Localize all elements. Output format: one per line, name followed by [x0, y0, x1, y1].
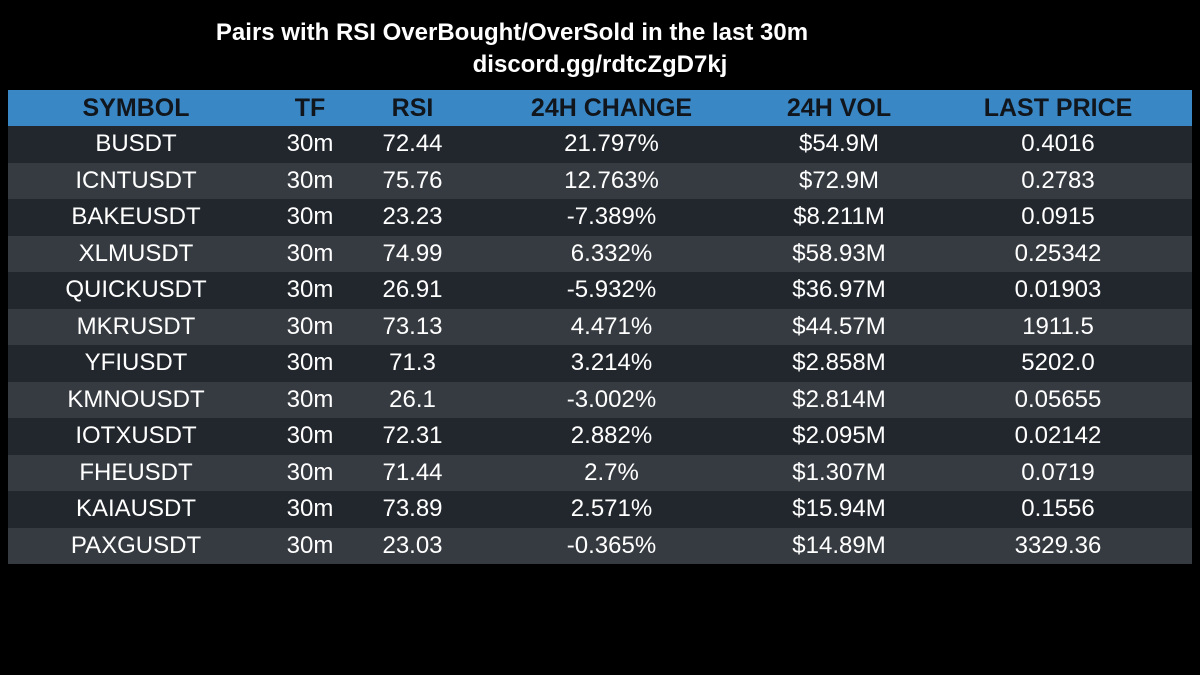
cell-rsi: 72.31: [382, 422, 443, 450]
header-tf[interactable]: TF: [294, 93, 326, 122]
cell-tf: 30m: [286, 349, 334, 377]
cell-24h-change: -3.002%: [566, 385, 657, 413]
cell-24h-change: 12.763%: [564, 166, 659, 194]
cell-24h-vol: $2.814M: [792, 385, 886, 413]
cell-symbol: ICNTUSDT: [75, 166, 197, 194]
cell-24h-change: 4.471%: [570, 312, 653, 340]
header-rsi[interactable]: RSI: [391, 93, 434, 122]
cell-last-price: 0.4016: [1021, 130, 1095, 158]
cell-tf: 30m: [286, 458, 334, 486]
cell-symbol: QUICKUSDT: [65, 276, 207, 304]
cell-rsi: 72.44: [382, 130, 443, 158]
cell-tf: 30m: [286, 239, 334, 267]
cell-24h-change: 3.214%: [570, 349, 653, 377]
table-row: FHEUSDT 30m 71.44 2.7% $1.307M 0.0719: [8, 454, 1192, 491]
cell-rsi: 26.1: [389, 385, 436, 413]
table-header-row: SYMBOL TF RSI 24H CHANGE 24H VOL LAST PR…: [8, 90, 1192, 126]
cell-tf: 30m: [286, 385, 334, 413]
cell-rsi: 23.03: [382, 531, 443, 559]
cell-last-price: 0.01903: [1014, 276, 1102, 304]
cell-rsi: 71.3: [389, 349, 436, 377]
cell-symbol: PAXGUSDT: [70, 531, 202, 559]
header-symbol[interactable]: SYMBOL: [82, 93, 190, 122]
table-row: XLMUSDT 30m 74.99 6.332% $58.93M 0.25342: [8, 235, 1192, 272]
cell-tf: 30m: [286, 422, 334, 450]
table-row: BAKEUSDT 30m 23.23 -7.389% $8.211M 0.0915: [8, 199, 1192, 236]
cell-24h-change: -7.389%: [566, 203, 657, 231]
table-row: KMNOUSDT 30m 26.1 -3.002% $2.814M 0.05655: [8, 381, 1192, 418]
cell-24h-change: -0.365%: [566, 531, 657, 559]
cell-24h-vol: $58.93M: [792, 239, 886, 267]
cell-symbol: KAIAUSDT: [75, 495, 197, 523]
cell-24h-change: 2.882%: [570, 422, 653, 450]
cell-24h-vol: $15.94M: [792, 495, 886, 523]
cell-24h-vol: $8.211M: [793, 203, 885, 231]
cell-last-price: 1911.5: [1022, 312, 1094, 340]
cell-24h-change: 2.571%: [570, 495, 653, 523]
cell-24h-vol: $54.9M: [798, 130, 880, 158]
header-last-price[interactable]: LAST PRICE: [983, 93, 1133, 122]
cell-symbol: XLMUSDT: [78, 239, 194, 267]
cell-tf: 30m: [286, 130, 334, 158]
cell-rsi: 23.23: [382, 203, 443, 231]
table-row: QUICKUSDT 30m 26.91 -5.932% $36.97M 0.01903: [8, 272, 1192, 309]
table-row: YFIUSDT 30m 71.3 3.214% $2.858M 5202.0: [8, 345, 1192, 382]
cell-rsi: 26.91: [382, 276, 443, 304]
cell-last-price: 0.0915: [1021, 203, 1095, 231]
cell-last-price: 0.02142: [1014, 422, 1102, 450]
cell-rsi: 74.99: [382, 239, 443, 267]
table-row: MKRUSDT 30m 73.13 4.471% $44.57M 1911.5: [8, 308, 1192, 345]
cell-symbol: BAKEUSDT: [71, 203, 201, 231]
cell-symbol: IOTXUSDT: [75, 422, 197, 450]
cell-tf: 30m: [286, 495, 334, 523]
cell-last-price: 3329.36: [1014, 531, 1102, 559]
cell-rsi: 73.13: [382, 312, 443, 340]
cell-symbol: YFIUSDT: [84, 349, 188, 377]
cell-24h-vol: $44.57M: [792, 312, 886, 340]
cell-24h-change: 2.7%: [584, 458, 639, 486]
cell-24h-vol: $36.97M: [792, 276, 886, 304]
cell-rsi: 73.89: [382, 495, 443, 523]
cell-tf: 30m: [286, 276, 334, 304]
cell-last-price: 5202.0: [1021, 349, 1095, 377]
table-row: BUSDT 30m 72.44 21.797% $54.9M 0.4016: [8, 126, 1192, 163]
cell-24h-vol: $1.307M: [792, 458, 886, 486]
header-24h-change[interactable]: 24H CHANGE: [530, 93, 693, 122]
cell-symbol: FHEUSDT: [79, 458, 193, 486]
cell-last-price: 0.2783: [1021, 166, 1095, 194]
cell-rsi: 71.44: [382, 458, 443, 486]
cell-rsi: 75.76: [382, 166, 443, 194]
table-row: PAXGUSDT 30m 23.03 -0.365% $14.89M 3329.36: [8, 527, 1192, 564]
cell-24h-vol: $2.095M: [792, 422, 886, 450]
cell-24h-vol: $14.89M: [792, 531, 886, 559]
cell-24h-change: -5.932%: [566, 276, 657, 304]
cell-24h-vol: $2.858M: [792, 349, 886, 377]
table-row: KAIAUSDT 30m 73.89 2.571% $15.94M 0.1556: [8, 491, 1192, 528]
cell-24h-vol: $72.9M: [798, 166, 880, 194]
cell-symbol: MKRUSDT: [76, 312, 196, 340]
header-24h-vol[interactable]: 24H VOL: [786, 93, 892, 122]
page-title: Pairs with RSI OverBought/OverSold in th…: [215, 19, 809, 46]
cell-symbol: BUSDT: [95, 130, 177, 158]
cell-24h-change: 21.797%: [564, 130, 659, 158]
cell-last-price: 0.25342: [1014, 239, 1102, 267]
cell-tf: 30m: [286, 203, 334, 231]
cell-last-price: 0.05655: [1014, 385, 1102, 413]
cell-last-price: 0.1556: [1021, 495, 1095, 523]
cell-last-price: 0.0719: [1021, 458, 1095, 486]
cell-symbol: KMNOUSDT: [67, 385, 205, 413]
cell-tf: 30m: [286, 166, 334, 194]
cell-tf: 30m: [286, 312, 334, 340]
rsi-table: SYMBOL TF RSI 24H CHANGE 24H VOL LAST PR…: [8, 90, 1192, 564]
table-row: IOTXUSDT 30m 72.31 2.882% $2.095M 0.02142: [8, 418, 1192, 455]
cell-tf: 30m: [286, 531, 334, 559]
discord-link[interactable]: discord.gg/rdtcZgD7kj: [472, 51, 728, 78]
cell-24h-change: 6.332%: [570, 239, 653, 267]
table-row: ICNTUSDT 30m 75.76 12.763% $72.9M 0.2783: [8, 162, 1192, 199]
